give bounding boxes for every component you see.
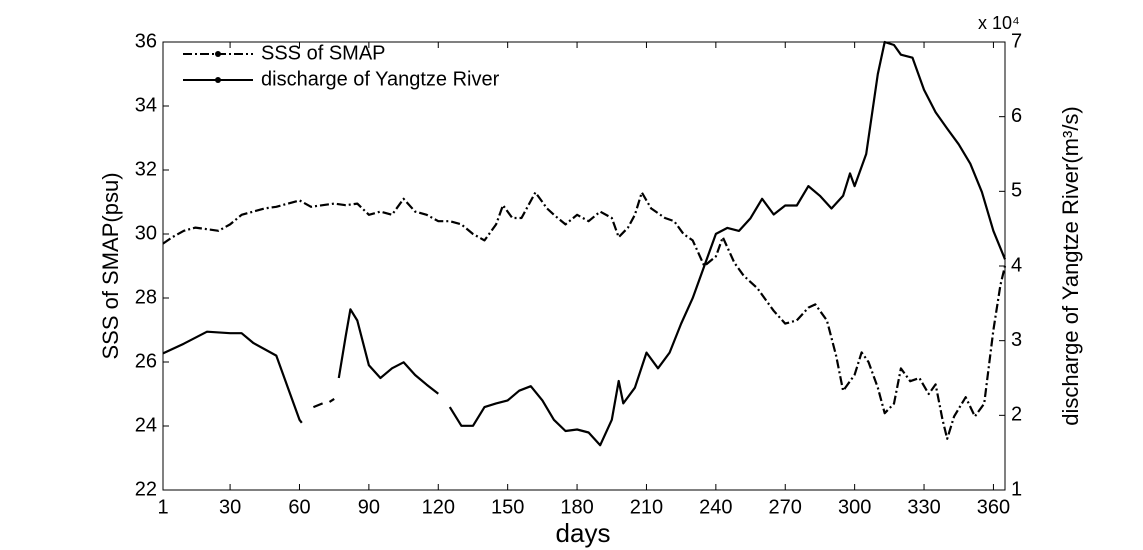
- y2-tick-label: 3: [1011, 329, 1022, 351]
- data-line: [162, 40, 1007, 447]
- x-tick-label: 120: [422, 496, 455, 518]
- y-tick-label: 26: [135, 350, 157, 372]
- x-tick-label: 150: [491, 496, 524, 518]
- legend-label: discharge of Yangtze River: [261, 68, 500, 90]
- plot-frame: [162, 41, 1006, 491]
- x-axis-label: days: [556, 518, 611, 548]
- legend-marker: [215, 77, 221, 83]
- y-tick-label: 22: [135, 478, 157, 500]
- y-axis-label: SSS of SMAP(psu): [98, 172, 123, 359]
- x-tick-label: 270: [769, 496, 802, 518]
- legend-label: SSS of SMAP: [261, 42, 386, 64]
- y2-axis-label: discharge of Yangtze River(m³/s): [1058, 106, 1083, 426]
- y2-tick-label: 5: [1011, 180, 1022, 202]
- x-tick-label: 360: [977, 496, 1010, 518]
- y2-tick-label: 4: [1011, 254, 1022, 276]
- x-tick-label: 210: [630, 496, 663, 518]
- x-tick-label: 180: [560, 496, 593, 518]
- data-line: [162, 191, 1007, 440]
- y2-tick-label: 6: [1011, 105, 1022, 127]
- y-tick-label: 34: [135, 94, 157, 116]
- x-tick-label: 300: [838, 496, 871, 518]
- y-tick-label: 36: [135, 30, 157, 52]
- y2-tick-label: 1: [1011, 478, 1022, 500]
- x-tick-label: 240: [699, 496, 732, 518]
- y-tick-label: 32: [135, 158, 157, 180]
- legend-marker: [215, 51, 221, 57]
- y-tick-label: 28: [135, 286, 157, 308]
- x-tick-label: 1: [157, 496, 168, 518]
- y2-multiplier: x 10⁴: [978, 13, 1020, 33]
- y-tick-label: 30: [135, 222, 157, 244]
- x-tick-label: 30: [219, 496, 241, 518]
- x-tick-label: 330: [907, 496, 940, 518]
- x-tick-label: 60: [288, 496, 310, 518]
- x-tick-label: 90: [358, 496, 380, 518]
- y2-tick-label: 7: [1011, 30, 1022, 52]
- y-tick-label: 24: [135, 414, 157, 436]
- y2-tick-label: 2: [1011, 404, 1022, 426]
